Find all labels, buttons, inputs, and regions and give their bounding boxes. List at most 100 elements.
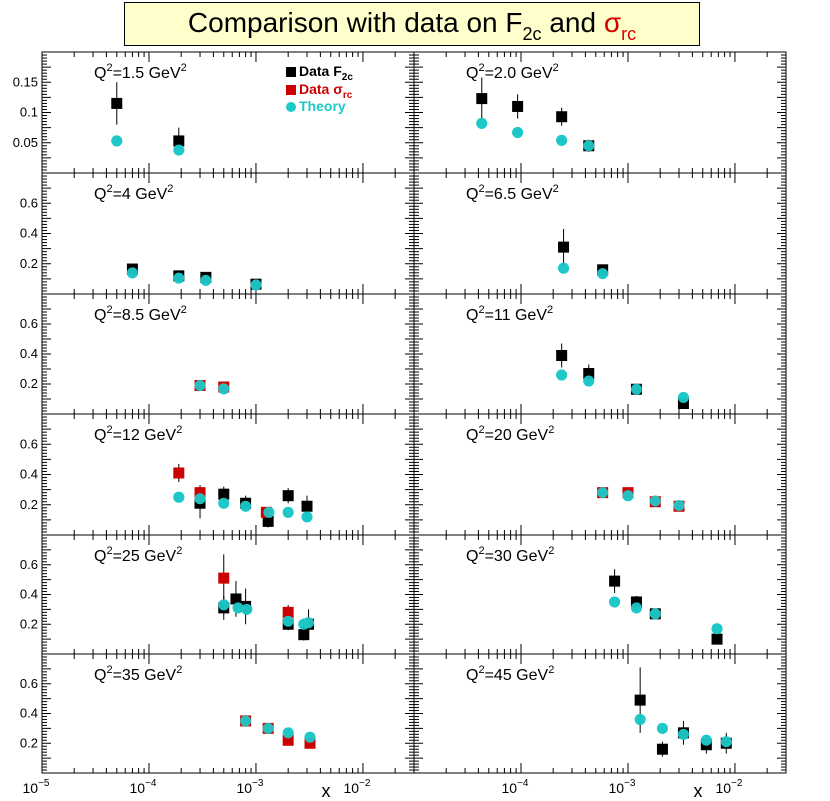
f2c-point (301, 500, 313, 512)
f2c-point (558, 241, 570, 253)
sigma-rc-point (282, 734, 294, 746)
x-tick-label: 10−5 (23, 778, 50, 796)
theory-point-overlay (111, 135, 123, 147)
theory-point-overlay (240, 500, 252, 512)
theory-point-overlay (173, 491, 185, 503)
panel-label: Q2=45 GeV2 (466, 664, 554, 684)
theory-point-overlay (240, 715, 252, 727)
theory-point-overlay (597, 268, 609, 280)
theory-point-overlay (263, 506, 275, 518)
panel-q2-2.0: Q2=2.0 GeV2 (413, 51, 787, 174)
f2c-point (173, 135, 185, 147)
legend-label-1: Data σrc (299, 81, 353, 101)
title-f2c-sub: 2c (522, 24, 542, 44)
theory-point-overlay (250, 279, 262, 291)
y-tick-label: 0.6 (20, 557, 38, 572)
f2c-point (609, 575, 621, 587)
theory-point-overlay (556, 134, 568, 146)
title-prefix: Comparison with data on F (187, 7, 523, 38)
theory-point-overlay (583, 375, 595, 387)
theory-point-overlay (282, 615, 294, 627)
panel-label: Q2=12 GeV2 (94, 424, 182, 444)
panel-label: Q2=25 GeV2 (94, 545, 182, 565)
theory-point-overlay (630, 383, 642, 395)
panel-label: Q2=35 GeV2 (94, 664, 182, 684)
theory-point-overlay (649, 495, 661, 507)
f2c-point (677, 398, 689, 409)
f2c-point (711, 633, 723, 645)
panel-q2-12: 0.2 0.4 0.6 Q2=12 GeV2 (20, 413, 415, 536)
theory-point-overlay (232, 602, 244, 614)
theory-point-overlay (677, 728, 689, 740)
panel-q2-4: 0.2 0.4 0.6 Q2=4 GeV2 (20, 172, 415, 295)
f2c-point (656, 743, 668, 755)
panel-q2-11: Q2=11 GeV2 (413, 293, 787, 415)
panel-label: Q2=30 GeV2 (466, 545, 554, 565)
y-tick-label: 0.4 (20, 226, 38, 241)
x-tick-label: 10−3 (236, 778, 263, 796)
y-tick-label: 0.4 (20, 587, 38, 602)
f2c-point (556, 111, 568, 123)
x-axis-label: x (694, 781, 703, 801)
theory-point-overlay (677, 392, 689, 403)
x-tick-label: 10−2 (343, 778, 370, 796)
theory-point-overlay (301, 511, 313, 523)
x-tick-label: 10−4 (129, 778, 156, 796)
theory-point-overlay (649, 608, 661, 620)
f2c-point (476, 93, 488, 105)
y-tick-label: 0.2 (20, 735, 38, 750)
y-tick-label: 0.4 (20, 706, 38, 721)
theory-point-overlay (218, 497, 230, 509)
theory-point-overlay (218, 383, 230, 395)
y-tick-label: 0.15 (13, 74, 38, 89)
y-tick-label: 0.2 (20, 376, 38, 391)
panel-label: Q2=2.0 GeV2 (466, 62, 559, 82)
theory-point-overlay (622, 490, 634, 502)
theory-point-overlay (656, 722, 668, 734)
sigma-rc-point (282, 606, 294, 618)
title-mid: and (549, 7, 597, 38)
y-tick-label: 0.1 (20, 105, 38, 120)
theory-point-overlay (673, 500, 685, 512)
y-tick-label: 0.2 (20, 616, 38, 631)
sigma-rc-point (218, 572, 230, 584)
x-tick-label: 10−4 (501, 778, 528, 796)
f2c-point (262, 515, 274, 527)
f2c-point (556, 350, 568, 361)
f2c-point (218, 488, 230, 500)
theory-point-overlay (556, 369, 568, 381)
theory-point-overlay (262, 722, 274, 734)
f2c-point (630, 596, 642, 608)
theory-point-overlay (700, 734, 712, 746)
panel-label: Q2=6.5 GeV2 (466, 183, 559, 203)
theory-point-overlay (583, 140, 595, 152)
theory-point-overlay (630, 602, 642, 614)
theory-point-overlay (476, 117, 488, 129)
y-tick-label: 0.2 (20, 497, 38, 512)
f2c-point (512, 100, 524, 112)
y-tick-label: 0.6 (20, 676, 38, 691)
theory-point-overlay (597, 487, 609, 499)
panel-label: Q2=20 GeV2 (466, 424, 554, 444)
legend-label-0: Data F2c (299, 63, 353, 83)
theory-point-overlay (720, 736, 732, 748)
x-tick-label: 10−2 (715, 778, 742, 796)
sigma-rc-point (173, 467, 185, 479)
theory-point-overlay (512, 126, 524, 138)
y-tick-label: 0.6 (20, 436, 38, 451)
y-tick-label: 0.6 (20, 195, 38, 210)
theory-point-overlay (558, 262, 570, 274)
theory-point-overlay (303, 617, 315, 629)
panel-q2-30: Q2=30 GeV2 (413, 534, 787, 655)
theory-point-overlay (304, 731, 316, 743)
f2c-point (298, 629, 310, 641)
y-tick-label: 0.4 (20, 346, 38, 361)
panel-q2-20: Q2=20 GeV2 (413, 413, 787, 536)
panel-label: Q2=11 GeV2 (466, 304, 553, 324)
f2c-point (583, 368, 595, 379)
panel-q2-1.5: 0.05 0.1 0.15 Q2=1.5 GeV2 (13, 51, 415, 174)
sigma-rc-point (304, 737, 316, 749)
legend-label-2: Theory (299, 98, 346, 114)
